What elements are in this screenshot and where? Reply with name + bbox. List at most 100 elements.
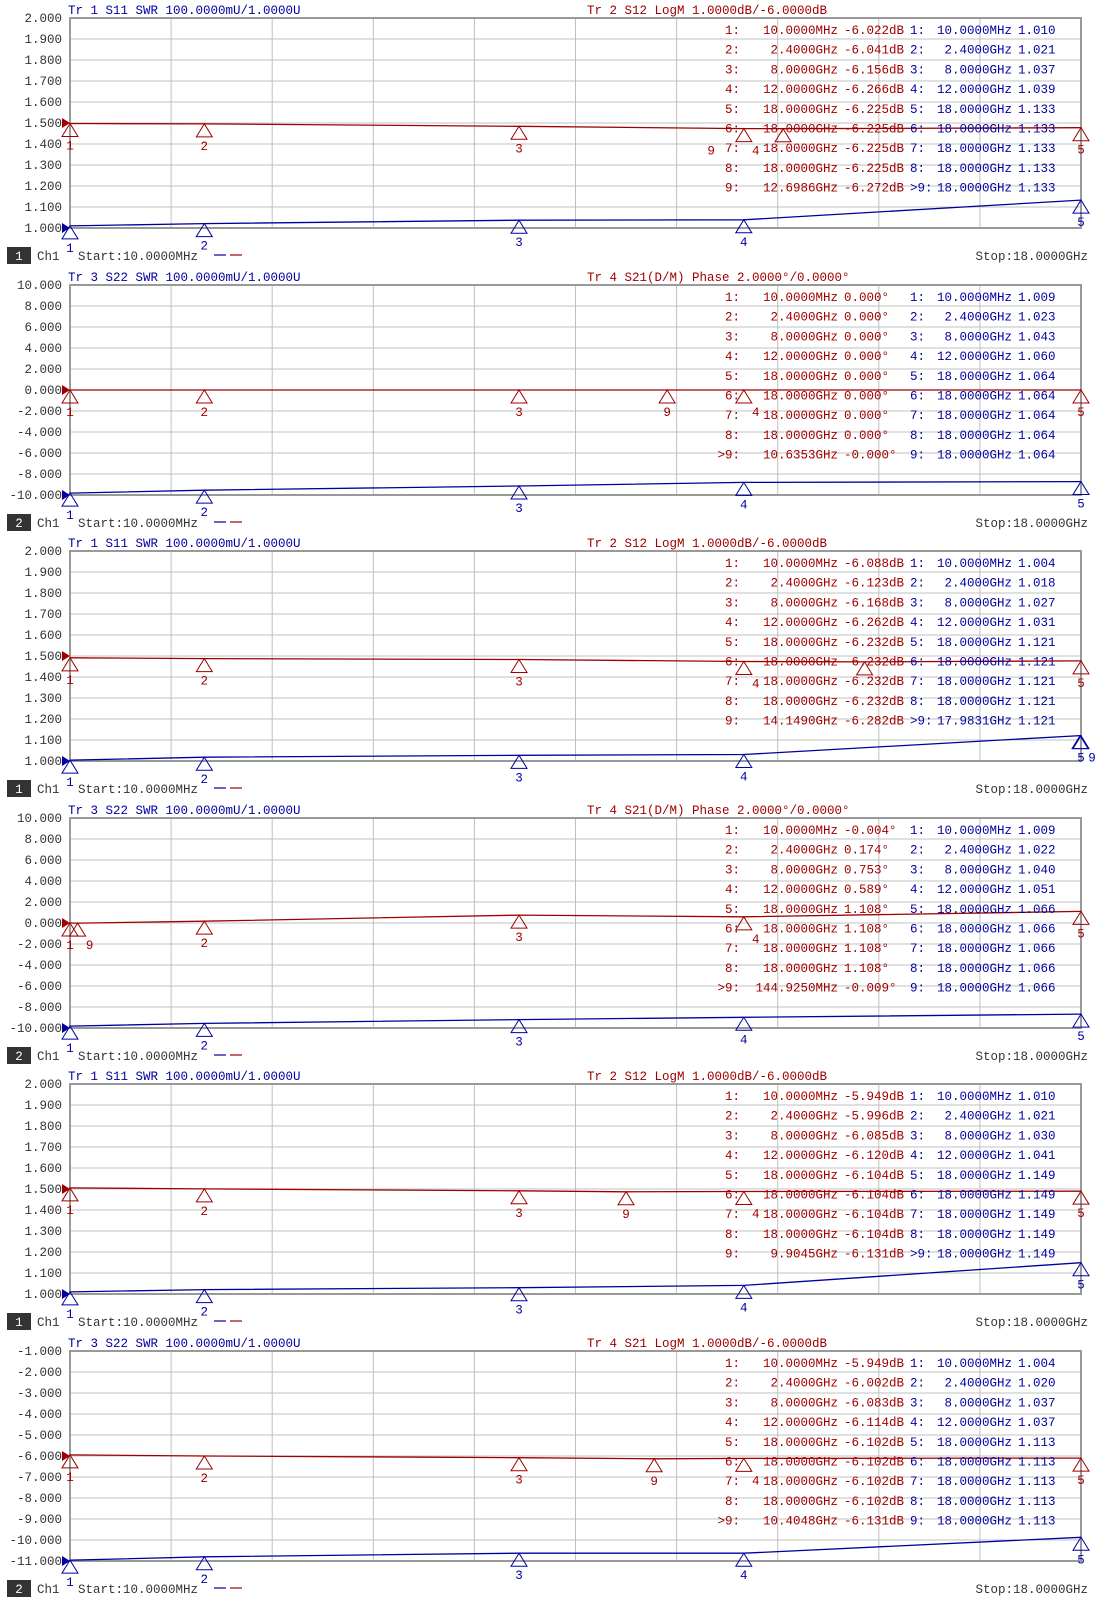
trace-b-marker-1-icon[interactable] bbox=[61, 122, 79, 137]
trace-a-title[interactable]: Tr 3 S22 SWR 100.0000mU/1.0000U bbox=[68, 804, 301, 818]
trace-a-marker-5-icon[interactable] bbox=[1072, 480, 1090, 495]
trace-a-marker-4-icon[interactable] bbox=[734, 218, 753, 234]
channel-box[interactable] bbox=[7, 1579, 31, 1597]
channel-box[interactable] bbox=[7, 1046, 31, 1064]
stop-frequency[interactable]: Stop:18.0000GHz bbox=[975, 250, 1088, 264]
trace-b-marker-2-icon[interactable] bbox=[195, 919, 214, 935]
trace-b-marker-9-icon[interactable] bbox=[68, 921, 87, 937]
start-frequency[interactable]: Start:10.0000MHz bbox=[78, 1316, 198, 1330]
trace-b-marker-4-icon[interactable] bbox=[734, 127, 753, 143]
start-frequency[interactable]: Start:10.0000MHz bbox=[78, 783, 198, 797]
channel-panel-2[interactable]: Tr 3 S22 SWR 100.0000mU/1.0000U Tr 4 S21(… bbox=[0, 267, 1117, 534]
trace-b-marker-4-icon[interactable] bbox=[734, 1190, 753, 1206]
trace-b-marker-4-icon[interactable] bbox=[734, 915, 753, 930]
trace-b-marker-1-icon[interactable] bbox=[61, 1453, 79, 1468]
trace-a-marker-3-icon[interactable] bbox=[510, 1018, 528, 1033]
trace-a-title[interactable]: Tr 3 S22 SWR 100.0000mU/1.0000U bbox=[68, 271, 301, 285]
trace-b-marker-9-icon[interactable] bbox=[774, 127, 792, 143]
channel-panel-3[interactable]: Tr 1 S11 SWR 100.0000mU/1.0000U Tr 2 S12 … bbox=[0, 533, 1117, 800]
trace-a-marker-2-icon[interactable] bbox=[195, 756, 214, 771]
trace-b-title[interactable]: Tr 2 S12 LogM 1.0000dB/-6.0000dB bbox=[587, 537, 828, 551]
trace-a-marker-1-icon[interactable] bbox=[61, 224, 79, 240]
trace-b-title[interactable]: Tr 4 S21 LogM 1.0000dB/-6.0000dB bbox=[587, 1337, 828, 1351]
stop-frequency[interactable]: Stop:18.0000GHz bbox=[975, 1050, 1088, 1064]
channel-box[interactable] bbox=[7, 1313, 31, 1330]
channel-box[interactable] bbox=[7, 780, 31, 797]
trace-b-marker-5-icon[interactable] bbox=[1072, 1456, 1090, 1472]
start-frequency[interactable]: Start:10.0000MHz bbox=[78, 1050, 198, 1064]
trace-b-marker-2-icon[interactable] bbox=[195, 122, 214, 138]
trace-b-marker-9-icon[interactable] bbox=[855, 660, 874, 676]
trace-a-marker-4-icon[interactable] bbox=[734, 480, 753, 496]
trace-a-marker-5-icon[interactable] bbox=[1072, 1535, 1090, 1551]
trace-b-marker-1-icon[interactable] bbox=[61, 656, 79, 672]
stop-frequency[interactable]: Stop:18.0000GHz bbox=[975, 783, 1088, 797]
trace-b-marker-1-icon[interactable] bbox=[61, 388, 79, 403]
channel-panel-1[interactable]: Tr 1 S11 SWR 100.0000mU/1.0000U Tr 2 S12 … bbox=[0, 0, 1117, 267]
trace-a-marker-2-icon[interactable] bbox=[195, 222, 214, 238]
trace-a-marker-3-icon[interactable] bbox=[510, 219, 528, 234]
channel-box[interactable] bbox=[7, 247, 31, 264]
trace-b-marker-2-icon[interactable] bbox=[195, 657, 214, 673]
trace-a-marker-9-icon[interactable] bbox=[1071, 734, 1089, 750]
trace-a-marker-2-icon[interactable] bbox=[195, 1555, 214, 1570]
trace-a-marker-1-icon[interactable] bbox=[61, 1558, 79, 1574]
trace-b-marker-5-icon[interactable] bbox=[1072, 126, 1090, 142]
trace-b-marker-9-icon[interactable] bbox=[645, 1457, 664, 1472]
trace-a-marker-2-icon[interactable] bbox=[195, 1288, 214, 1304]
trace-b-marker-3-icon[interactable] bbox=[510, 913, 528, 929]
trace-a-title[interactable]: Tr 1 S11 SWR 100.0000mU/1.0000U bbox=[68, 4, 301, 18]
stop-frequency[interactable]: Stop:18.0000GHz bbox=[975, 1583, 1088, 1597]
trace-b-title[interactable]: Tr 4 S21(D/M) Phase 2.0000°/0.0000° bbox=[587, 271, 850, 285]
trace-a-marker-2-icon[interactable] bbox=[195, 1021, 214, 1037]
trace-b-marker-5-icon[interactable] bbox=[1072, 388, 1090, 403]
trace-a-marker-5-icon[interactable] bbox=[1072, 1261, 1090, 1277]
trace-a-marker-1-icon[interactable] bbox=[61, 1024, 79, 1040]
trace-b-marker-3-icon[interactable] bbox=[510, 658, 528, 674]
trace-b-marker-5-icon[interactable] bbox=[1072, 1190, 1090, 1205]
trace-a-marker-1-icon[interactable] bbox=[61, 491, 79, 507]
trace-a-marker-1-icon[interactable] bbox=[61, 759, 79, 774]
trace-a-marker-4-icon[interactable] bbox=[734, 753, 753, 768]
trace-a-marker-5-icon[interactable] bbox=[1072, 1012, 1090, 1028]
trace-a-marker-2-icon[interactable] bbox=[195, 488, 214, 504]
trace-a-marker-5-icon[interactable] bbox=[1072, 199, 1090, 214]
trace-a-title[interactable]: Tr 1 S11 SWR 100.0000mU/1.0000U bbox=[68, 537, 301, 551]
trace-a-marker-3-icon[interactable] bbox=[510, 1286, 528, 1302]
trace-b-marker-9-icon[interactable] bbox=[658, 388, 677, 403]
trace-b-marker-5-icon[interactable] bbox=[1072, 909, 1090, 925]
trace-a-title[interactable]: Tr 3 S22 SWR 100.0000mU/1.0000U bbox=[68, 1337, 301, 1351]
trace-a-marker-4-icon[interactable] bbox=[734, 1284, 753, 1299]
channel-box[interactable] bbox=[7, 513, 31, 531]
trace-a-title[interactable]: Tr 1 S11 SWR 100.0000mU/1.0000U bbox=[68, 1070, 301, 1084]
trace-b-marker-2-icon[interactable] bbox=[195, 388, 214, 403]
trace-a-marker-3-icon[interactable] bbox=[510, 1551, 528, 1567]
stop-frequency[interactable]: Stop:18.0000GHz bbox=[975, 1316, 1088, 1330]
trace-a-marker-4-icon[interactable] bbox=[734, 1015, 753, 1031]
channel-panel-4[interactable]: Tr 3 S22 SWR 100.0000mU/1.0000U Tr 4 S21(… bbox=[0, 800, 1117, 1067]
channel-panel-5[interactable]: Tr 1 S11 SWR 100.0000mU/1.0000U Tr 2 S12 … bbox=[0, 1066, 1117, 1333]
trace-b-marker-5-icon[interactable] bbox=[1072, 659, 1090, 675]
trace-b-title[interactable]: Tr 2 S12 LogM 1.0000dB/-6.0000dB bbox=[587, 1070, 828, 1084]
trace-b-marker-3-icon[interactable] bbox=[510, 388, 528, 403]
trace-a-marker-3-icon[interactable] bbox=[510, 754, 528, 769]
trace-a-marker-1-icon[interactable] bbox=[61, 1290, 79, 1306]
trace-a-marker-3-icon[interactable] bbox=[510, 484, 528, 499]
trace-b-marker-4-icon[interactable] bbox=[734, 388, 753, 403]
trace-b-marker-4-icon[interactable] bbox=[734, 660, 753, 676]
trace-b-marker-2-icon[interactable] bbox=[195, 1454, 214, 1470]
trace-b-marker-4-icon[interactable] bbox=[734, 1456, 753, 1472]
trace-b-marker-3-icon[interactable] bbox=[510, 1456, 528, 1471]
trace-b-title[interactable]: Tr 2 S12 LogM 1.0000dB/-6.0000dB bbox=[587, 4, 828, 18]
trace-b-title[interactable]: Tr 4 S21(D/M) Phase 2.0000°/0.0000° bbox=[587, 804, 850, 818]
start-frequency[interactable]: Start:10.0000MHz bbox=[78, 250, 198, 264]
start-frequency[interactable]: Start:10.0000MHz bbox=[78, 517, 198, 531]
channel-panel-6[interactable]: Tr 3 S22 SWR 100.0000mU/1.0000U Tr 4 S21 … bbox=[0, 1333, 1117, 1600]
trace-b-marker-9-icon[interactable] bbox=[617, 1190, 635, 1206]
trace-b-marker-3-icon[interactable] bbox=[510, 125, 528, 140]
stop-frequency[interactable]: Stop:18.0000GHz bbox=[975, 517, 1088, 531]
trace-b-marker-1-icon[interactable] bbox=[61, 1186, 79, 1202]
trace-b-marker-2-icon[interactable] bbox=[195, 1187, 214, 1203]
trace-a-marker-4-icon[interactable] bbox=[734, 1551, 753, 1567]
trace-b-marker-3-icon[interactable] bbox=[510, 1189, 528, 1205]
